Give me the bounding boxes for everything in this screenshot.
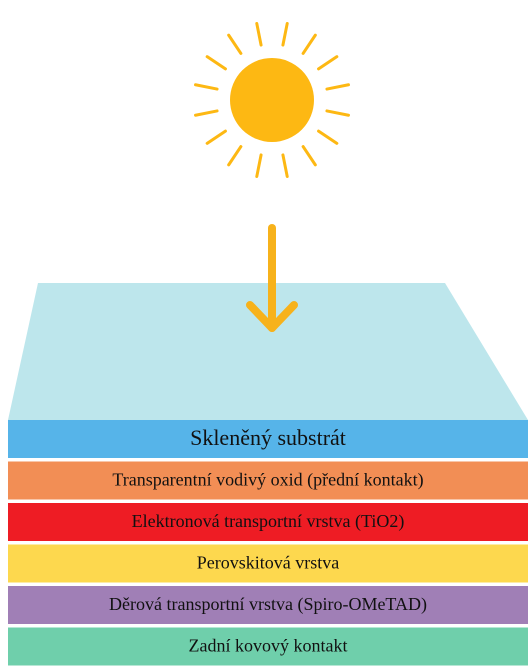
sun-ray	[303, 35, 315, 53]
layer-label: Děrová transportní vrstva (Spiro-OMeTAD)	[109, 594, 427, 615]
layer-label: Elektronová transportní vrstva (TiO2)	[132, 511, 405, 532]
arrow	[250, 228, 294, 328]
sun-ray	[319, 57, 337, 69]
sun-ray	[207, 131, 225, 143]
sun-ray	[303, 147, 315, 165]
sun-disc	[230, 58, 314, 142]
diagram: Skleněný substrát Transparentní vodivý ox…	[0, 0, 528, 672]
sun-ray	[257, 23, 261, 45]
sun-ray	[195, 111, 217, 115]
sun-ray	[327, 111, 349, 115]
sun-ray	[229, 147, 241, 165]
layer-label: Perovskitová vrstva	[197, 553, 339, 573]
layer-label: Zadní kovový kontakt	[189, 636, 348, 656]
sun-ray	[257, 155, 261, 177]
layer-stack: Skleněný substrát Transparentní vodivý ox…	[8, 420, 528, 666]
layer-label: Skleněný substrát	[190, 425, 346, 450]
layer-label: Transparentní vodivý oxid (přední kontak…	[112, 470, 423, 491]
sun-ray	[229, 35, 241, 53]
sun-ray	[283, 155, 287, 177]
sun	[195, 23, 348, 176]
sun-ray	[319, 131, 337, 143]
sun-ray	[207, 57, 225, 69]
sun-ray	[283, 23, 287, 45]
sun-ray	[327, 85, 349, 89]
sun-ray	[195, 85, 217, 89]
